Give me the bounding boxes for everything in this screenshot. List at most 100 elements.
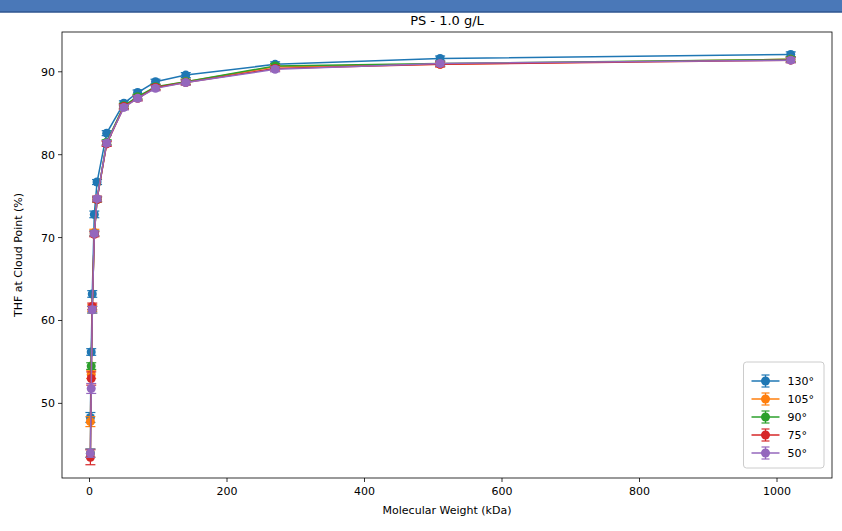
x-tick <box>227 478 228 482</box>
x-tick <box>777 478 778 482</box>
title: PS - 1.0 g/L <box>410 13 484 28</box>
point <box>88 305 97 314</box>
point <box>786 56 795 65</box>
point <box>151 83 160 92</box>
point <box>436 59 445 68</box>
series-line <box>90 59 790 453</box>
point <box>436 60 445 69</box>
error-bar-cap <box>85 464 95 465</box>
legend: 130° 105° 90° 75° 50° <box>744 362 825 468</box>
legend-errorbar-cap <box>762 428 770 429</box>
point <box>181 77 190 86</box>
point <box>133 94 142 103</box>
legend-errorbar-cap <box>762 404 770 405</box>
plot-data <box>85 50 795 465</box>
point <box>133 94 142 103</box>
point <box>786 55 795 64</box>
point <box>86 449 95 458</box>
point <box>102 139 111 148</box>
error-bar-cap <box>86 383 96 384</box>
point <box>271 65 280 74</box>
series-line <box>90 54 790 417</box>
legend-marker <box>761 377 770 386</box>
point <box>93 195 102 204</box>
plot-frame <box>62 32 832 478</box>
point <box>151 83 160 92</box>
point <box>90 210 99 219</box>
series-line <box>90 59 790 421</box>
point <box>181 78 190 87</box>
point <box>87 384 96 393</box>
y-tick <box>58 154 62 155</box>
error-bar <box>86 383 96 393</box>
error-bar <box>85 449 95 457</box>
legend-marker <box>761 431 770 440</box>
y-tick-label: 90 <box>41 66 55 79</box>
x-tick-label: 800 <box>629 485 650 498</box>
y-tick <box>58 403 62 404</box>
series-line <box>90 60 790 453</box>
y-tick-label: 60 <box>41 314 55 327</box>
legend-errorbar-cap <box>762 440 770 441</box>
legend-label: 105° <box>788 393 815 406</box>
point <box>119 103 128 112</box>
point <box>93 194 102 203</box>
point <box>93 194 102 203</box>
y-axis-title: THF at Cloud Point (%) <box>12 193 25 318</box>
point <box>119 102 128 111</box>
point <box>786 56 795 65</box>
point <box>90 229 99 238</box>
x-tick-label: 200 <box>217 485 238 498</box>
legend-box <box>744 362 825 468</box>
point <box>88 305 97 314</box>
point <box>181 77 190 86</box>
legend-marker <box>761 449 770 458</box>
point <box>133 93 142 102</box>
x-tick <box>364 478 365 482</box>
point <box>119 102 128 111</box>
y-tick <box>58 320 62 321</box>
point <box>86 449 95 458</box>
legend-errorbar-cap <box>762 392 770 393</box>
x-tick-label: 600 <box>492 485 513 498</box>
point <box>90 228 99 237</box>
point <box>102 139 111 148</box>
legend-errorbar-cap <box>762 458 770 459</box>
legend-label: 75° <box>788 429 808 442</box>
x-tick <box>502 478 503 482</box>
y-tick-label: 50 <box>41 397 55 410</box>
legend-errorbar-cap <box>762 422 770 423</box>
point <box>151 84 160 93</box>
point <box>90 229 99 238</box>
y-tick-label: 80 <box>41 149 55 162</box>
legend-marker <box>761 413 770 422</box>
legend-label: 90° <box>788 411 808 424</box>
legend-errorbar-cap <box>762 374 770 375</box>
series-line <box>90 60 790 457</box>
legend-errorbar-cap <box>762 446 770 447</box>
point <box>90 230 99 239</box>
header-bar <box>0 0 842 12</box>
point <box>102 138 111 147</box>
legend-errorbar-cap <box>762 386 770 387</box>
point <box>181 78 190 87</box>
x-axis-title: Molecular Weight (kDa) <box>383 504 512 517</box>
x-tick <box>89 478 90 482</box>
x-tick-label: 0 <box>86 485 93 498</box>
y-tick <box>58 237 62 238</box>
point <box>436 60 445 69</box>
chart: PS - 1.0 g/L 0 200 400 600 800 1000 50 60 70 80 90 M… <box>0 0 842 531</box>
x-tick-label: 400 <box>354 485 375 498</box>
point <box>436 59 445 68</box>
y-tick-label: 70 <box>41 232 55 245</box>
x-tick-label: 1000 <box>763 485 791 498</box>
legend-errorbar-cap <box>762 410 770 411</box>
point <box>102 139 111 148</box>
y-tick <box>58 71 62 72</box>
point <box>271 64 280 73</box>
legend-label: 130° <box>788 375 815 388</box>
x-tick <box>639 478 640 482</box>
point <box>786 55 795 64</box>
error-bar-cap <box>86 393 96 394</box>
legend-label: 50° <box>788 447 808 460</box>
